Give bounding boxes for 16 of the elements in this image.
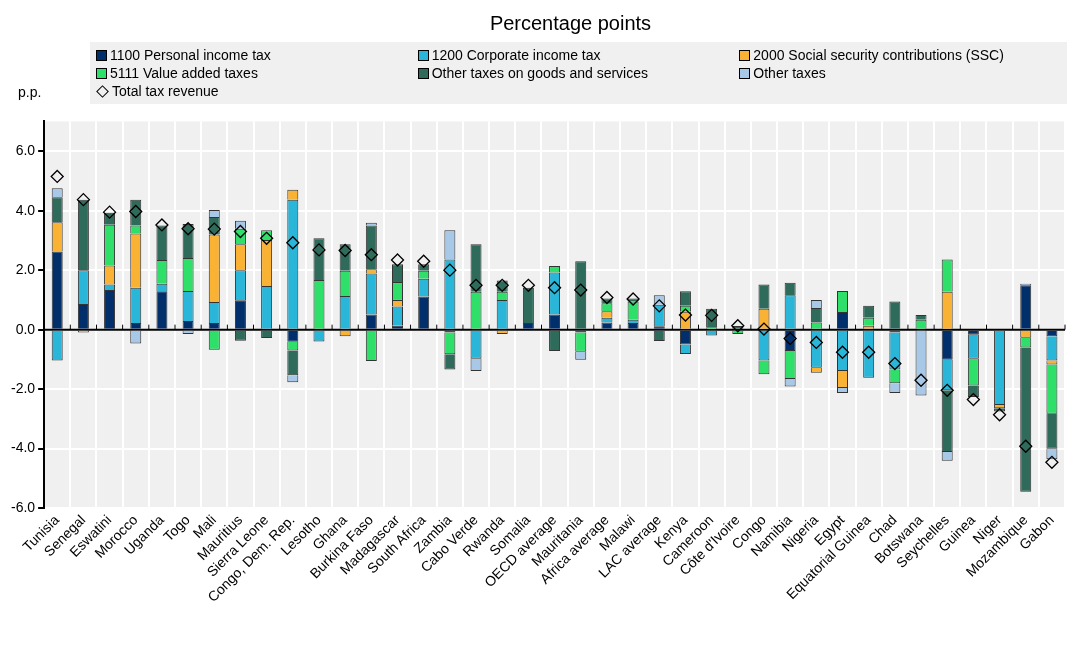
y-tick-label: -4.0: [11, 439, 36, 456]
legend-label: Other taxes: [753, 64, 826, 82]
y-axis-title: p.p.: [17, 84, 43, 102]
legend-label: 2000 Social security contributions (SSC): [753, 46, 1004, 64]
legend-label: 5111 Value added taxes: [110, 64, 258, 82]
y-tick-label: -2.0: [11, 380, 36, 396]
y-tick-label: -6.0: [11, 498, 36, 515]
y-tick-label: 4.0: [15, 201, 36, 218]
y-tick-label: 2.0: [15, 261, 36, 277]
legend-label: Other taxes on goods and services: [431, 64, 648, 82]
y-tick-label: 6.0: [15, 142, 36, 159]
legend-label: 1100 Personal income tax: [110, 46, 271, 64]
legend-label: Total tax revenue: [112, 82, 219, 100]
chart-title: Percentage points: [488, 11, 653, 36]
y-tick-label: 0.0: [15, 320, 36, 337]
legend-label: 1200 Corporate income tax: [431, 46, 601, 64]
